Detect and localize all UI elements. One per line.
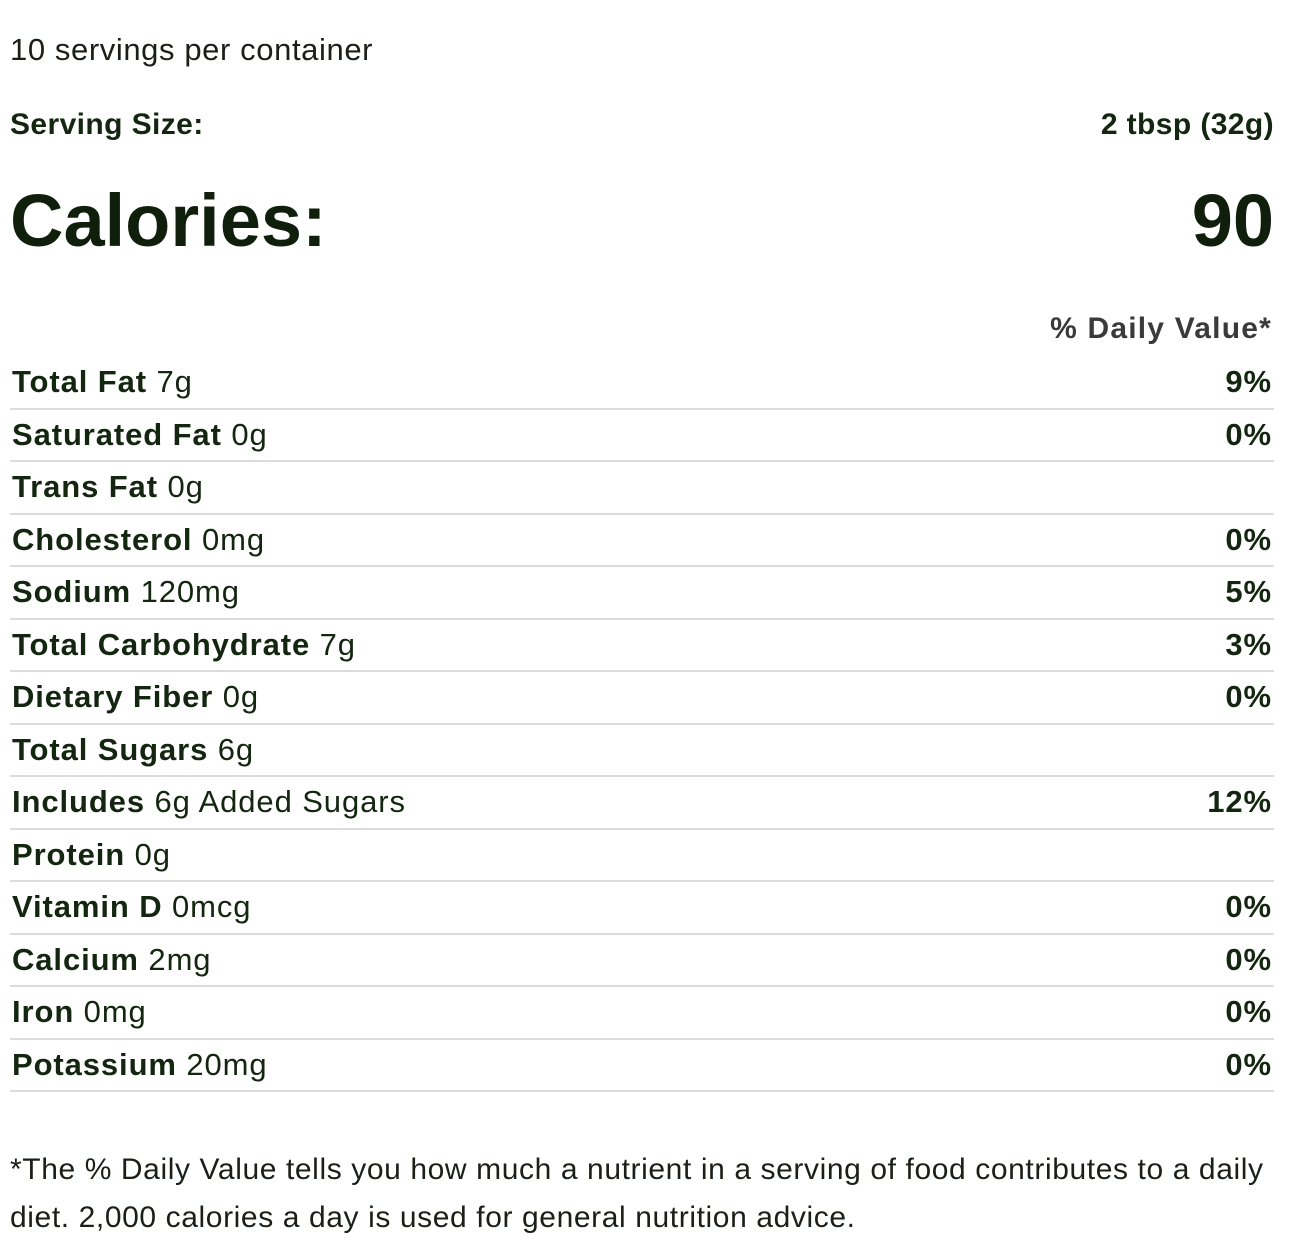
serving-size-label: Serving Size: <box>10 108 204 141</box>
nutrient-daily-value: 0% <box>1225 941 1272 977</box>
nutrient-row: Dietary Fiber 0g 0% <box>10 672 1274 725</box>
nutrient-row: Calcium 2mg 0% <box>10 935 1274 987</box>
nutrient-daily-value: 12% <box>1207 784 1272 820</box>
nutrient-amount: 0mg <box>83 994 147 1030</box>
calories-value: 90 <box>1191 179 1274 262</box>
daily-value-header: % Daily Value* <box>1050 312 1272 345</box>
nutrient-amount: 0g <box>222 679 260 715</box>
nutrient-row: Sodium 120mg 5% <box>10 567 1274 620</box>
nutrient-amount: 0g <box>167 469 204 505</box>
nutrient-amount: 6g <box>217 731 255 767</box>
nutrient-name: Total Sugars <box>12 731 209 767</box>
nutrient-daily-value: 0% <box>1225 521 1272 557</box>
nutrient-daily-value: 0% <box>1225 416 1272 452</box>
nutrient-amount: 0g <box>231 416 268 452</box>
nutrient-name: Total Fat <box>12 364 147 400</box>
nutrient-name: Dietary Fiber <box>12 679 214 715</box>
nutrient-row: Total Fat 7g 9% <box>10 357 1274 410</box>
nutrient-row: Trans Fat 0g <box>10 462 1274 515</box>
nutrient-daily-value: 0% <box>1225 679 1272 715</box>
nutrient-amount: 0g <box>134 836 171 872</box>
nutrient-name: Potassium <box>12 1046 177 1082</box>
nutrient-name: Protein <box>12 836 126 872</box>
nutrient-amount: 7g <box>156 364 193 400</box>
serving-size-value: 2 tbsp (32g) <box>1100 108 1274 141</box>
nutrient-row: Vitamin D 0mcg 0% <box>10 882 1274 935</box>
nutrient-amount: 7g <box>319 626 356 662</box>
nutrient-daily-value: 0% <box>1225 1046 1272 1082</box>
calories-row: Calories: 90 <box>10 178 1274 264</box>
nutrient-daily-value: 5% <box>1225 574 1272 610</box>
nutrient-name: Trans Fat <box>12 469 158 505</box>
nutrient-amount: 0mcg <box>172 889 252 925</box>
serving-size-row: Serving Size: 2 tbsp (32g) <box>10 108 1274 142</box>
nutrient-name: Saturated Fat <box>12 416 222 452</box>
nutrient-daily-value: 9% <box>1225 364 1272 400</box>
nutrient-name: Total Carbohydrate <box>12 626 311 662</box>
nutrient-row: Saturated Fat 0g 0% <box>10 410 1274 462</box>
daily-value-footnote: *The % Daily Value tells you how much a … <box>10 1153 1264 1234</box>
nutrient-name: Cholesterol <box>12 521 193 557</box>
nutrient-amount: 120mg <box>140 574 240 610</box>
nutrient-amount: 20mg <box>186 1046 268 1082</box>
nutrient-daily-value: 3% <box>1225 626 1272 662</box>
servings-per-container: 10 servings per container <box>10 32 374 67</box>
nutrient-name: Includes <box>12 784 145 820</box>
nutrient-table: Total Fat 7g 9% Saturated Fat 0g 0% Tran… <box>10 357 1274 1092</box>
nutrient-row: Potassium 20mg 0% <box>10 1040 1274 1092</box>
nutrient-row: Total Sugars 6g <box>10 725 1274 777</box>
nutrient-row: Iron 0mg 0% <box>10 987 1274 1040</box>
nutrient-row: Cholesterol 0mg 0% <box>10 515 1274 567</box>
nutrient-amount: 6g Added Sugars <box>154 784 406 820</box>
nutrient-row: Protein 0g <box>10 830 1274 882</box>
nutrient-amount: 2mg <box>148 941 212 977</box>
nutrient-daily-value: 0% <box>1225 994 1272 1030</box>
nutrient-name: Vitamin D <box>12 889 163 925</box>
nutrient-name: Sodium <box>12 574 132 610</box>
nutrient-daily-value: 0% <box>1225 889 1272 925</box>
nutrient-row: Total Carbohydrate 7g 3% <box>10 620 1274 672</box>
nutrient-name: Calcium <box>12 941 139 977</box>
nutrient-name: Iron <box>12 994 75 1030</box>
calories-label: Calories: <box>10 179 327 262</box>
nutrient-row: Includes 6g Added Sugars 12% <box>10 777 1274 830</box>
nutrient-amount: 0mg <box>201 521 265 557</box>
